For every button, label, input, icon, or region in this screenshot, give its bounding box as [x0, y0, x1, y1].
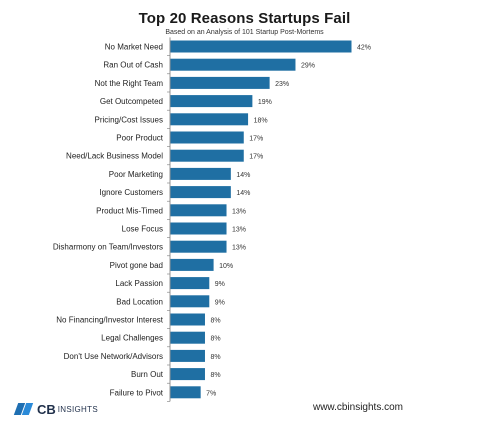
value-label: 14% — [236, 172, 250, 179]
source-url: www.cbinsights.com — [312, 402, 403, 413]
bar — [170, 277, 210, 290]
category-label: Don't Use Network/Advisors — [64, 352, 163, 361]
value-label: 42% — [357, 45, 371, 52]
value-label: 8% — [210, 354, 220, 361]
bar — [170, 131, 244, 144]
bar — [170, 331, 205, 344]
value-label: 23% — [275, 81, 289, 88]
category-label: Poor Marketing — [109, 170, 163, 179]
bar — [170, 95, 253, 108]
category-label: Poor Product — [116, 134, 163, 143]
category-label: Pivot gone bad — [110, 261, 163, 270]
value-label: 7% — [206, 390, 216, 397]
bar — [170, 40, 352, 53]
bar — [170, 204, 227, 217]
category-label: Lack Passion — [115, 279, 163, 288]
category-label: Disharmony on Team/Investors — [53, 243, 163, 252]
value-label: 8% — [210, 336, 220, 343]
bar — [170, 113, 249, 126]
value-label: 8% — [210, 372, 220, 379]
value-label: 14% — [236, 190, 250, 197]
value-label: 29% — [301, 63, 315, 70]
category-label: Bad Location — [116, 297, 163, 306]
value-label: 17% — [249, 136, 263, 143]
value-label: 13% — [232, 227, 246, 234]
chart-subtitle: Based on an Analysis of 101 Startup Post… — [165, 29, 324, 36]
bar — [170, 313, 205, 326]
category-label: Need/Lack Business Model — [66, 152, 163, 161]
category-label: Get Outcompeted — [100, 97, 163, 106]
category-label: Not the Right Team — [95, 79, 164, 88]
value-label: 13% — [232, 245, 246, 252]
category-label: Product Mis-Timed — [96, 206, 163, 215]
category-label: No Financing/Investor Interest — [56, 316, 163, 325]
logo-text-cb: CB — [37, 401, 56, 417]
value-label: 18% — [254, 117, 268, 124]
bar — [170, 386, 201, 399]
bar — [170, 58, 296, 71]
category-label: Failure to Pivot — [110, 388, 164, 397]
logo-text-insights: INSIGHTS — [57, 404, 98, 414]
bar — [170, 349, 205, 362]
bar — [170, 186, 231, 199]
chart-title: Top 20 Reasons Startups Fail — [138, 10, 351, 27]
category-label: Lose Focus — [122, 225, 163, 234]
value-label: 10% — [219, 263, 233, 270]
value-label: 9% — [215, 281, 225, 288]
bar — [170, 222, 227, 235]
value-label: 9% — [215, 299, 225, 306]
bar — [170, 240, 227, 253]
bar — [170, 368, 205, 381]
bar — [170, 149, 244, 162]
cb-logo-icon — [13, 403, 34, 415]
bar — [170, 258, 214, 271]
category-label: Burn Out — [131, 370, 164, 379]
category-label: Legal Challenges — [101, 334, 163, 343]
category-label: No Market Need — [105, 43, 163, 52]
value-label: 13% — [232, 208, 246, 215]
category-label: Ignore Customers — [99, 188, 163, 197]
value-label: 8% — [210, 318, 220, 325]
value-label: 19% — [258, 99, 272, 106]
category-label: Pricing/Cost Issues — [95, 115, 163, 124]
cb-insights-logo: CB INSIGHTS — [13, 401, 98, 417]
bar — [170, 76, 270, 89]
bar — [170, 295, 210, 308]
bar — [170, 167, 231, 180]
value-label: 17% — [249, 154, 263, 161]
category-label: Ran Out of Cash — [103, 61, 163, 70]
